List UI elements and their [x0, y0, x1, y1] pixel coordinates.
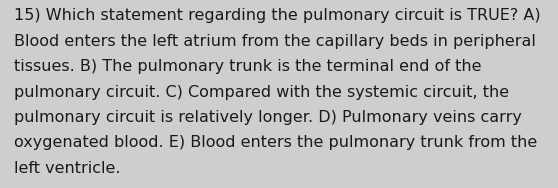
Text: Blood enters the left atrium from the capillary beds in peripheral: Blood enters the left atrium from the ca… — [14, 34, 536, 49]
Text: left ventricle.: left ventricle. — [14, 161, 121, 176]
Text: tissues. B) The pulmonary trunk is the terminal end of the: tissues. B) The pulmonary trunk is the t… — [14, 59, 482, 74]
Text: 15) Which statement regarding the pulmonary circuit is TRUE? A): 15) Which statement regarding the pulmon… — [14, 8, 541, 24]
Text: pulmonary circuit is relatively longer. D) Pulmonary veins carry: pulmonary circuit is relatively longer. … — [14, 110, 522, 125]
Text: oxygenated blood. E) Blood enters the pulmonary trunk from the: oxygenated blood. E) Blood enters the pu… — [14, 135, 537, 150]
Text: pulmonary circuit. C) Compared with the systemic circuit, the: pulmonary circuit. C) Compared with the … — [14, 85, 509, 100]
